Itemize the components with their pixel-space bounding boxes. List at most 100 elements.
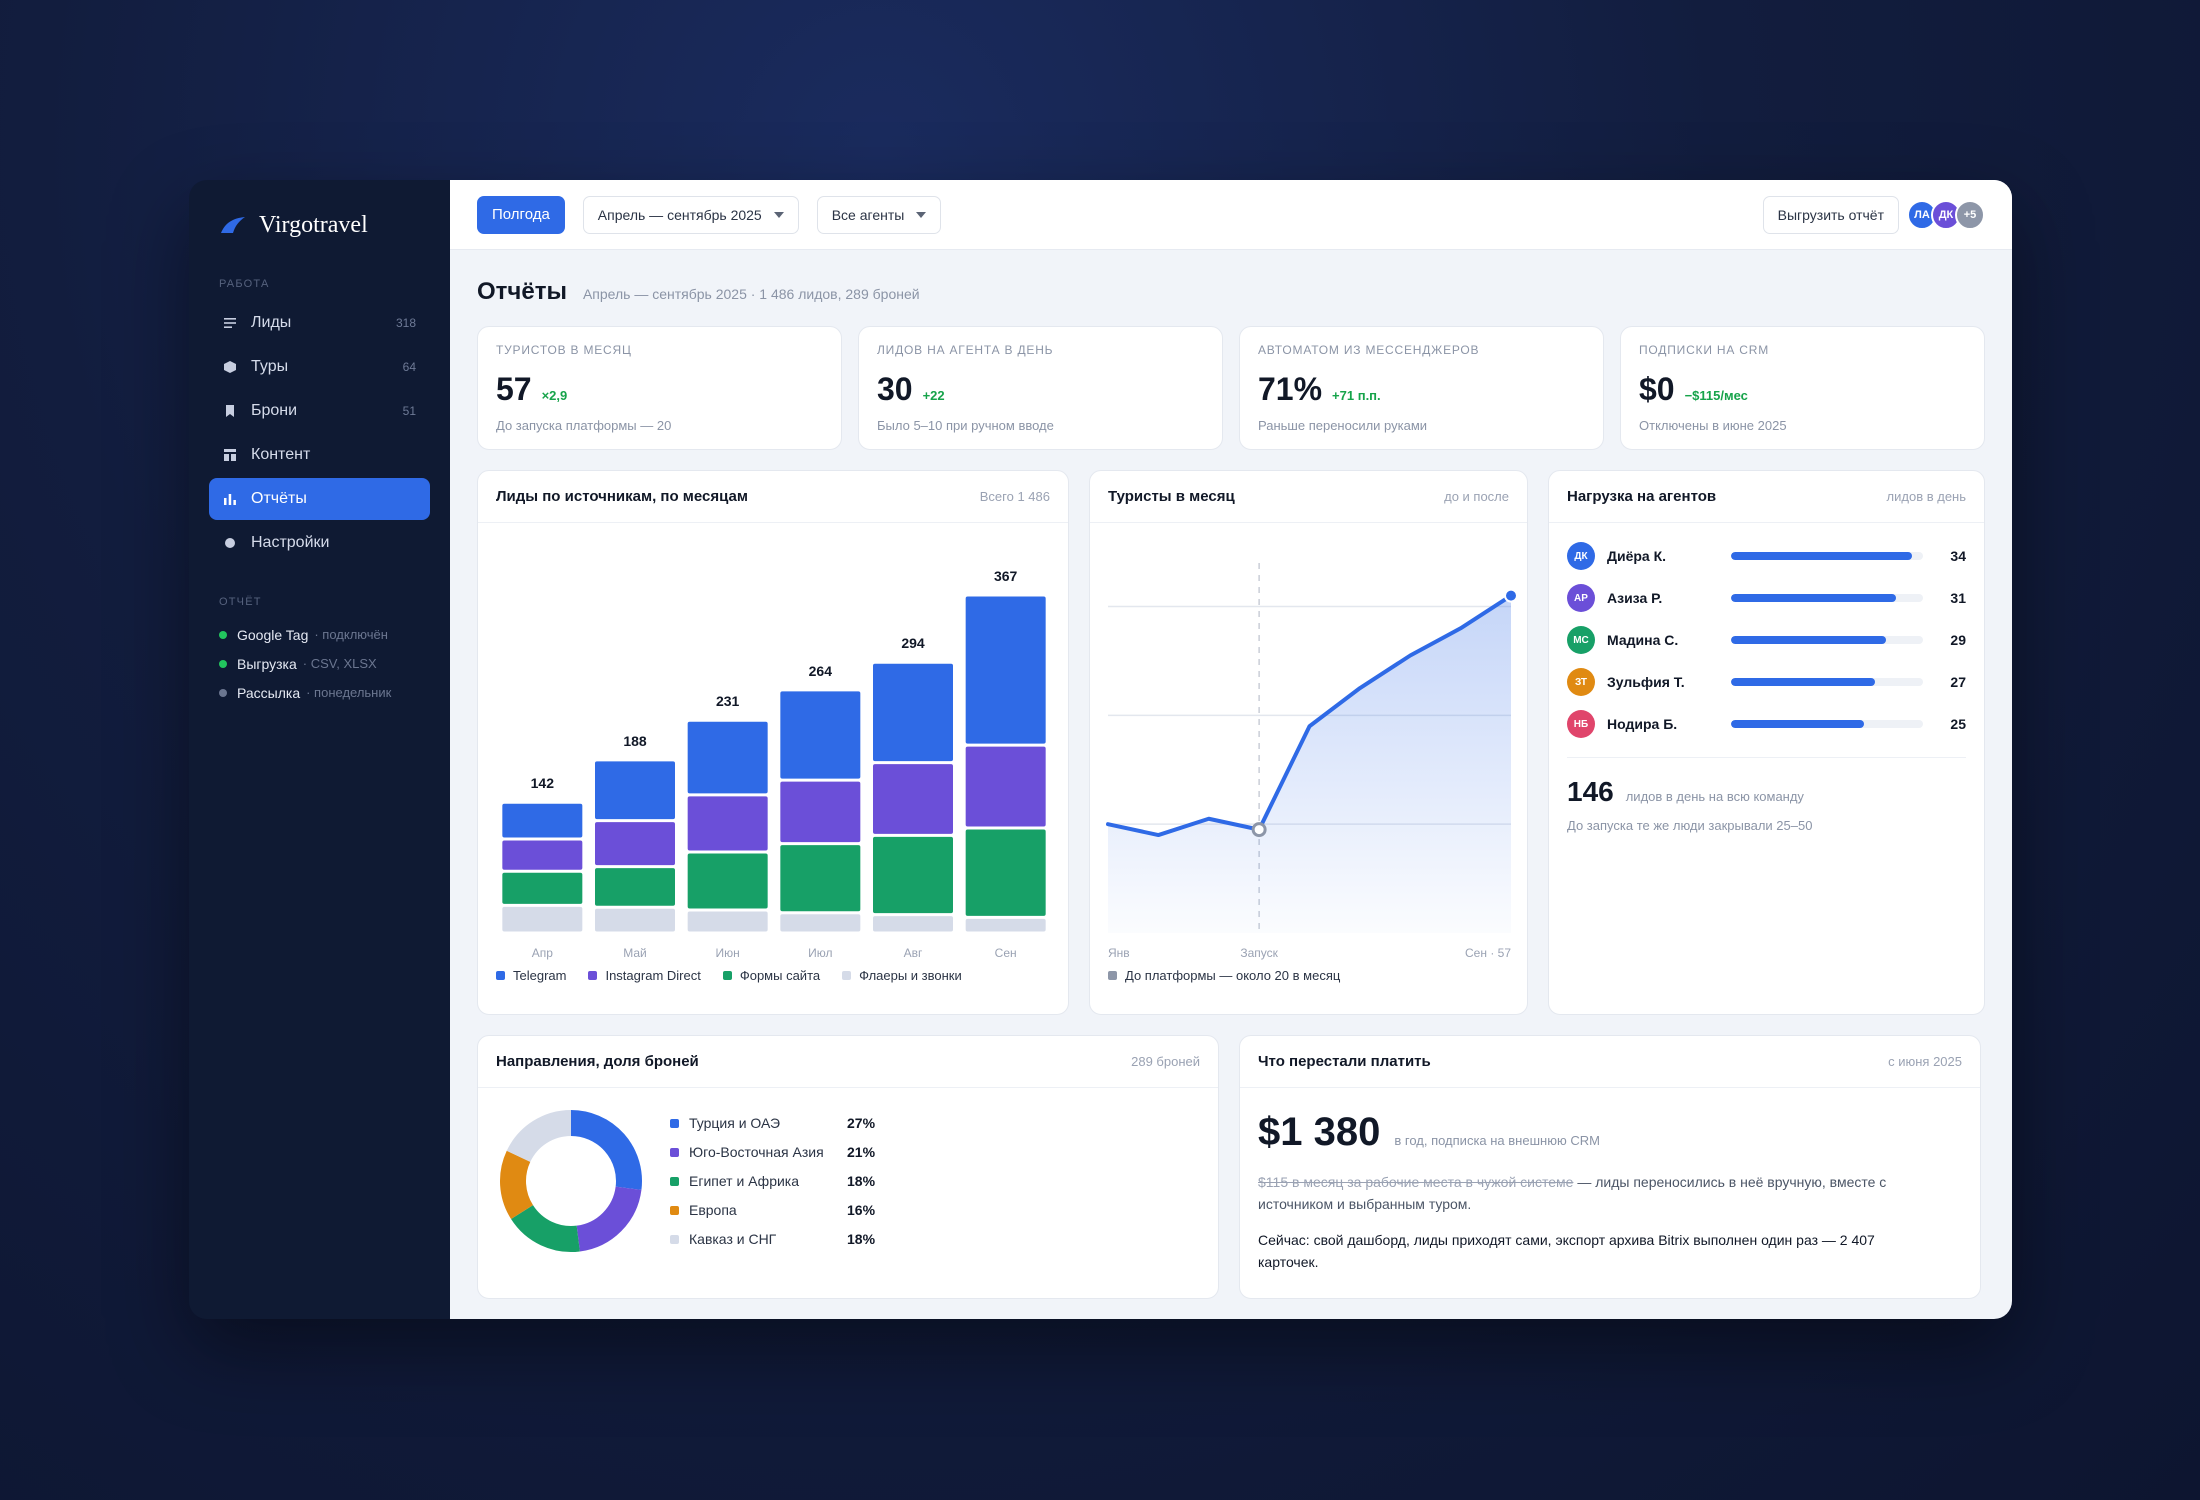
agent-load-bar xyxy=(1731,636,1923,644)
card-header: Что перестали платить с июня 2025 xyxy=(1240,1036,1980,1088)
card-title: Что перестали платить xyxy=(1258,1053,1431,1070)
kpi-card: ПОДПИСКИ НА CRM $0 −$115/мес Отключены в ию… xyxy=(1620,326,1985,450)
agent-value: 34 xyxy=(1950,548,1966,564)
brand[interactable]: Virgotravel xyxy=(209,180,430,270)
divider xyxy=(1567,757,1966,758)
team-avatars[interactable]: ЛА ДК +5 xyxy=(1907,199,1985,230)
x-tick-label: Авг xyxy=(904,946,923,960)
leads-by-source-card: Лиды по источникам, по месяцам Всего 1 4… xyxy=(477,470,1069,1015)
savings-now-text: Сейчас: свой дашборд, лиды приходят сами… xyxy=(1258,1232,1875,1270)
agent-avatar: ЗТ xyxy=(1567,668,1595,696)
legend-label: Флаеры и звонки xyxy=(859,967,962,983)
legend-swatch xyxy=(670,1176,679,1186)
report-name: Рассылка xyxy=(237,684,301,701)
sidebar-item-5[interactable]: Настройки xyxy=(209,522,430,564)
period-button[interactable]: Полгода xyxy=(477,195,565,234)
agent-row[interactable]: ЗТ Зульфия Т. 27 xyxy=(1549,661,1984,703)
bar-segment xyxy=(595,908,675,932)
legend-swatch xyxy=(588,970,598,980)
kpi-delta: −$115/мес xyxy=(1684,388,1748,403)
sidebar-item-3[interactable]: Контент xyxy=(209,434,430,476)
sidebar-item-label: Брони xyxy=(251,402,298,419)
report-item-2[interactable]: Рассылка · понедельник xyxy=(209,678,430,707)
tourists-per-month-card: Туристы в месяц до и после Янв Запуск Сен … xyxy=(1089,470,1528,1015)
sidebar-item-label: Лиды xyxy=(251,314,292,331)
sidebar-item-label: Туры xyxy=(251,358,289,375)
report-item-0[interactable]: Google Tag · подключён xyxy=(209,620,430,649)
team-total-value: 146 xyxy=(1567,776,1614,807)
x-tick-label: Янв xyxy=(1108,946,1130,960)
legend-swatch xyxy=(842,970,852,980)
kpi-card: ЛИДОВ НА АГЕНТА В ДЕНЬ 30 +22 Было 5–10 при… xyxy=(858,326,1223,450)
kpi-label: ПОДПИСКИ НА CRM xyxy=(1639,343,1770,357)
sidebar-item-label: Отчёты xyxy=(251,490,307,507)
kpi-value-row: 57 ×2,9 xyxy=(496,371,823,408)
kpi-note: Раньше переносили руками xyxy=(1258,418,1428,433)
report-name: Google Tag xyxy=(237,626,309,643)
donut-slice xyxy=(570,1110,642,1190)
status-dot xyxy=(219,659,227,668)
leads-stacked-bar-chart: 142 Апр 188 Май 231 Июн 264 Июл 294 Авг 367 Сен xyxy=(502,568,1046,960)
donut-slice xyxy=(506,1110,572,1163)
export-report-button[interactable]: Выгрузить отчёт xyxy=(1762,195,1899,234)
report-integrations: Google Tag · подключён Выгрузка · CSV, XLSX… xyxy=(209,620,430,707)
bar-segment xyxy=(873,663,953,762)
card-title: Направления, доля броней xyxy=(496,1053,699,1070)
legend-item: Египет и Африка 18% xyxy=(670,1167,875,1196)
struck-price: $115 в месяц за рабочие места в чужой си… xyxy=(1258,1174,1574,1190)
legend-item: Формы сайта xyxy=(722,968,820,983)
legend-swatch xyxy=(722,970,732,980)
series-line xyxy=(1106,593,1513,838)
agent-load-fill xyxy=(1731,720,1865,728)
bar-segment xyxy=(780,781,861,843)
agent-load-fill xyxy=(1731,552,1913,560)
agent-avatar: МС xyxy=(1567,626,1595,654)
topbar: Полгода Апрель — сентябрь 2025 Все агент… xyxy=(450,180,2012,250)
bar-segment xyxy=(687,721,768,794)
sidebar-item-2[interactable]: Брони 51 xyxy=(209,390,430,432)
sidebar-item-1[interactable]: Туры 64 xyxy=(209,346,430,388)
bar-segment xyxy=(502,872,583,904)
agent-row[interactable]: АР Азиза Р. 31 xyxy=(1549,577,1984,619)
legend-label: Кавказ и СНГ xyxy=(689,1231,777,1247)
legend-label: Юго-Восточная Азия xyxy=(689,1144,824,1160)
kpi-value: 71% xyxy=(1258,371,1323,407)
agent-row[interactable]: МС Мадина С. 29 xyxy=(1549,619,1984,661)
sidebar: Virgotravel РАБОТА Лиды 318 Туры 64 Брони 51 К… xyxy=(189,180,450,1319)
report-item-1[interactable]: Выгрузка · CSV, XLSX xyxy=(209,649,430,678)
tourists-line-chart: Янв Запуск Сен · 57 xyxy=(1106,563,1518,960)
report-status: · подключён xyxy=(314,627,388,642)
legend-label: Турция и ОАЭ xyxy=(689,1115,781,1131)
bar-segment xyxy=(965,829,1046,916)
agent-load-bar xyxy=(1731,594,1923,602)
legend-percent: 27% xyxy=(847,1115,876,1131)
sidebar-item-4[interactable]: Отчёты xyxy=(209,478,430,520)
date-range-dropdown[interactable]: Апрель — сентябрь 2025 xyxy=(582,195,799,234)
avatar[interactable]: +5 xyxy=(1955,199,1985,230)
agent-load-fill xyxy=(1731,594,1897,602)
sidebar-item-0[interactable]: Лиды 318 xyxy=(209,302,430,344)
legend-percent: 18% xyxy=(847,1173,876,1189)
report-name: Выгрузка xyxy=(237,655,297,672)
chart-legend: Telegram Instagram Direct Формы сайта Флаер… xyxy=(478,963,1068,987)
agent-value: 25 xyxy=(1950,716,1966,732)
agents-filter-dropdown[interactable]: Все агенты xyxy=(816,195,942,234)
agent-avatar: НБ xyxy=(1567,710,1595,738)
chevron-down-icon xyxy=(773,211,784,218)
x-tick-label: Июл xyxy=(808,946,832,960)
card-title: Нагрузка на агентов xyxy=(1567,488,1717,505)
legend-label: Египет и Африка xyxy=(689,1173,800,1189)
dot-icon xyxy=(223,536,237,550)
card-meta: до и после xyxy=(1444,489,1509,504)
agent-load-fill xyxy=(1731,678,1875,686)
agents-load-card: Нагрузка на агентов лидов в день ДК Диёра… xyxy=(1548,470,1985,1015)
agent-row[interactable]: ДК Диёра К. 34 xyxy=(1549,535,1984,577)
agent-name: Зульфия Т. xyxy=(1607,674,1685,690)
agents-list: ДК Диёра К. 34 АР Азиза Р. 31 МС Мадина С. 29 ЗТ З… xyxy=(1549,523,1984,745)
card-header: Нагрузка на агентов лидов в день xyxy=(1549,471,1984,523)
kpi-value-row: 71% +71 п.п. xyxy=(1258,371,1585,408)
date-range-label: Апрель — сентябрь 2025 xyxy=(597,206,762,223)
agent-row[interactable]: НБ Нодира Б. 25 xyxy=(1549,703,1984,745)
bar-segment xyxy=(502,906,583,932)
legend-percent: 21% xyxy=(847,1144,876,1160)
